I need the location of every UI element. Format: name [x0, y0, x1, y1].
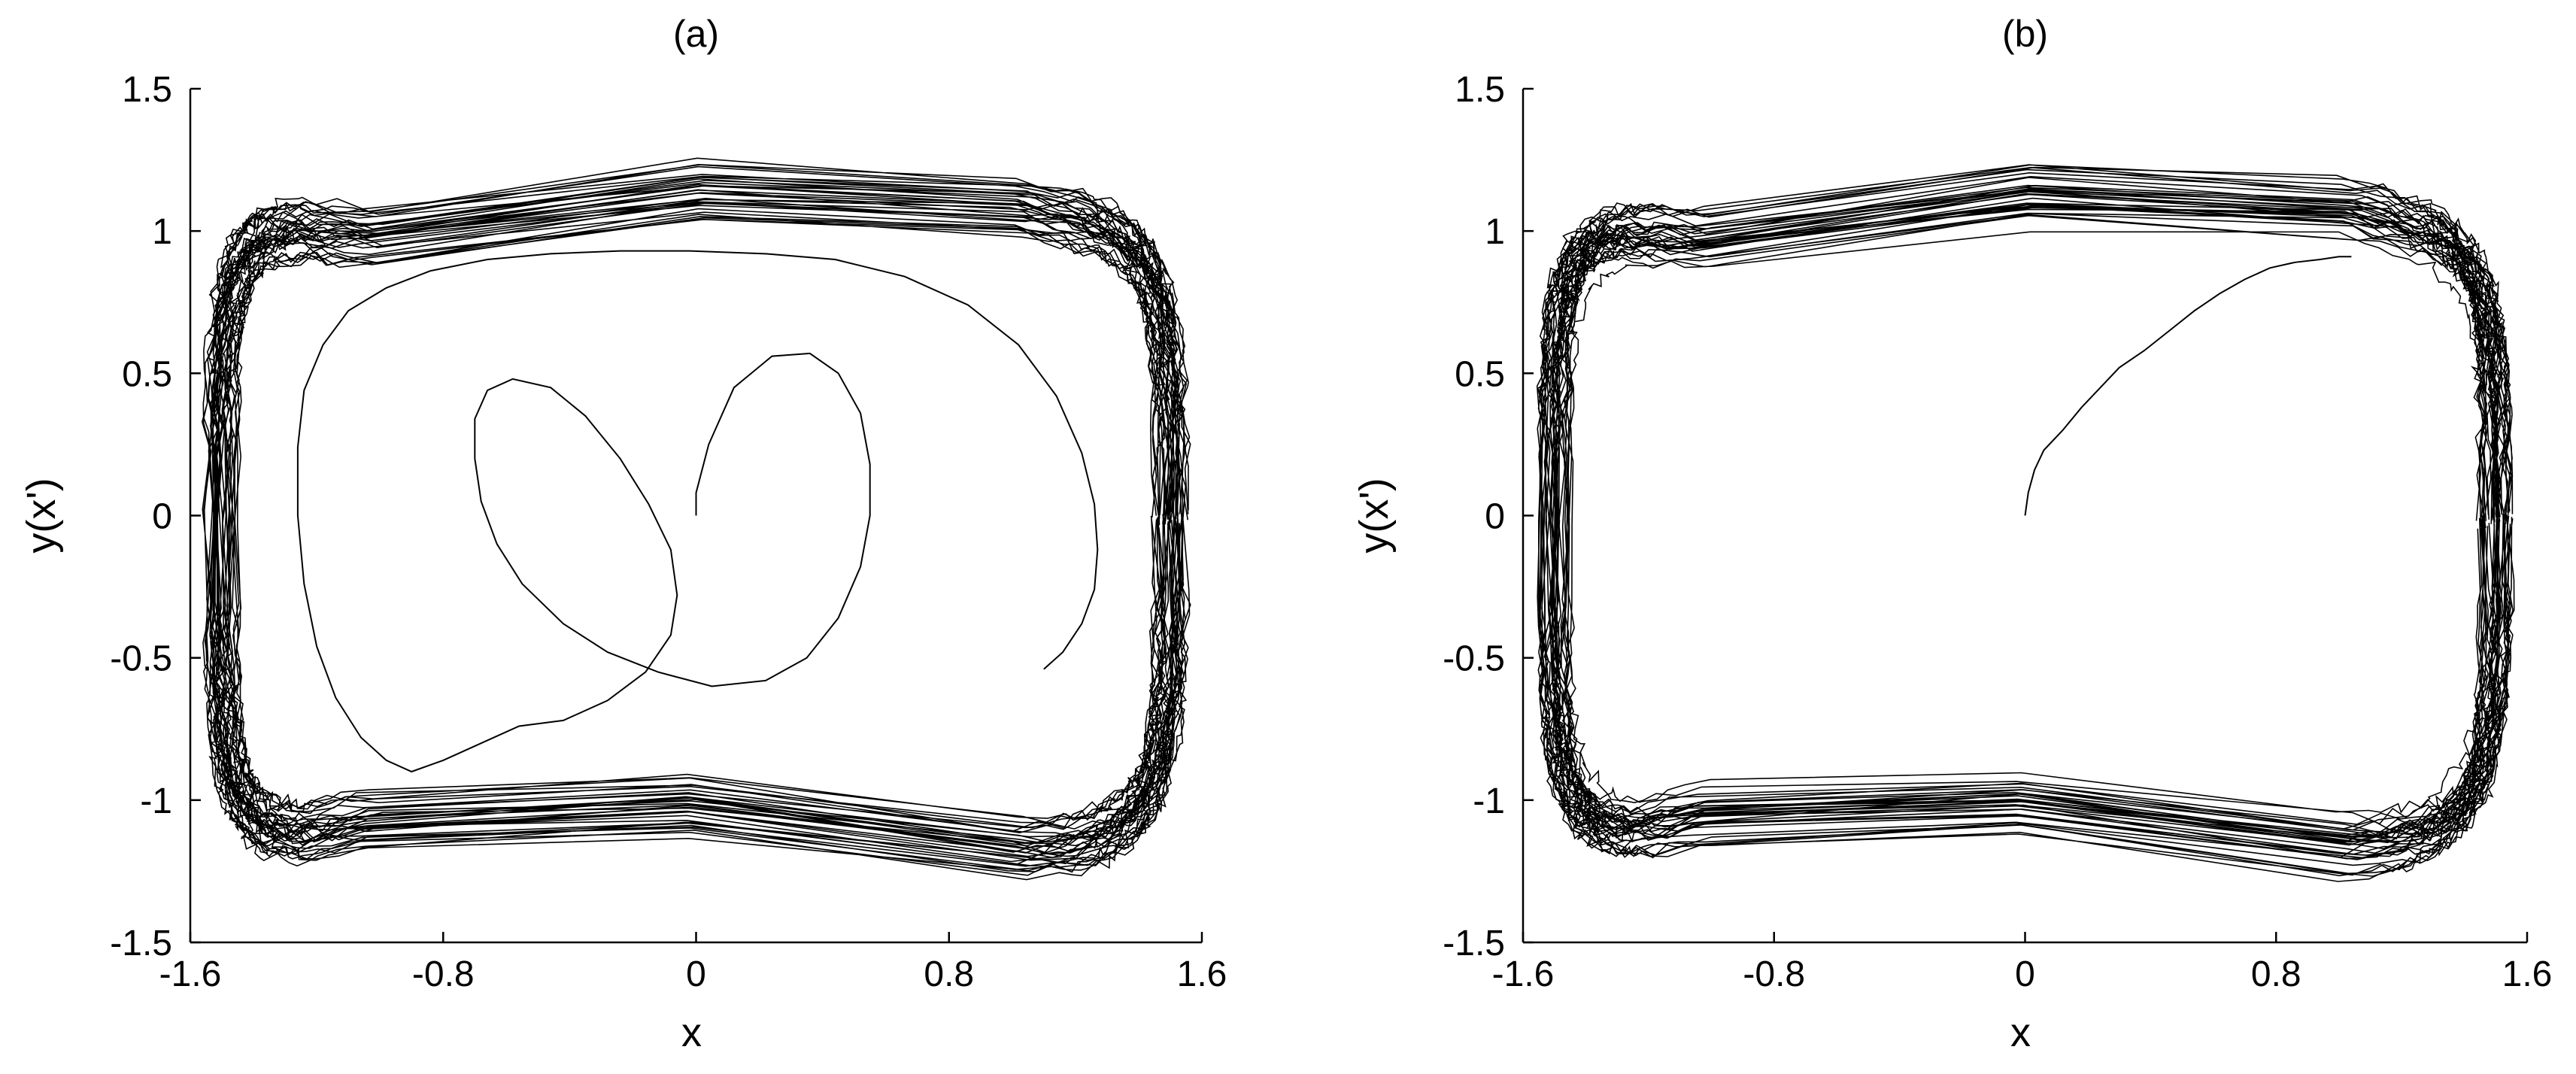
- x-tick-label: 1.6: [2502, 954, 2553, 994]
- x-tick-label: 0: [2015, 954, 2035, 994]
- y-tick-label: -1: [1473, 781, 1505, 821]
- chart-panel-a: -1.6 -0.8 0 0.8 1.6 1.5 1 0.5 0 -0.5 -1 -1.5 (a) x y(x…: [19, 13, 1227, 1055]
- transient-trajectory: [2024, 256, 2352, 516]
- y-tick-label: 0.5: [122, 354, 172, 394]
- y-tick-label: -0.5: [1443, 639, 1505, 679]
- y-tick-label: -1: [140, 781, 172, 821]
- panel-title: (a): [673, 13, 719, 55]
- x-tick-label: -0.8: [412, 954, 475, 994]
- x-axis-label: x: [681, 1010, 702, 1055]
- chart-panel-b: -1.6 -0.8 0 0.8 1.6 1.5 1 0.5 0 -0.5 -1 -1.5 (b) x y(x…: [1352, 13, 2552, 1055]
- x-axis-label: x: [2010, 1010, 2031, 1055]
- y-tick-label: 1.5: [122, 70, 172, 110]
- y-tick-label: 1: [1485, 212, 1505, 252]
- x-tick-label: 0.8: [924, 954, 974, 994]
- x-tick-label: 0: [686, 954, 706, 994]
- limit-cycle-trajectory: [1536, 164, 2515, 882]
- transient-trajectory: [296, 250, 1099, 773]
- y-tick-label: 0: [152, 497, 172, 537]
- x-tick-label: -1.6: [159, 954, 222, 994]
- x-tick-label: -0.8: [1743, 954, 1805, 994]
- y-tick-label: -1.5: [1443, 924, 1505, 963]
- y-tick-label: 0: [1485, 497, 1505, 537]
- x-tick-label: 0.8: [2251, 954, 2301, 994]
- y-tick-label: 0.5: [1455, 354, 1505, 394]
- panel-title: (b): [2002, 13, 2048, 55]
- y-axis-label: y(x'): [19, 478, 64, 553]
- x-tick-label: 1.6: [1177, 954, 1227, 994]
- limit-cycle-trajectory: [201, 157, 1191, 881]
- y-tick-label: -0.5: [110, 639, 172, 679]
- y-tick-label: 1.5: [1455, 70, 1505, 110]
- y-axis-label: y(x'): [1352, 478, 1397, 553]
- y-tick-label: -1.5: [110, 924, 172, 963]
- y-tick-label: 1: [152, 212, 172, 252]
- x-tick-label: -1.6: [1492, 954, 1555, 994]
